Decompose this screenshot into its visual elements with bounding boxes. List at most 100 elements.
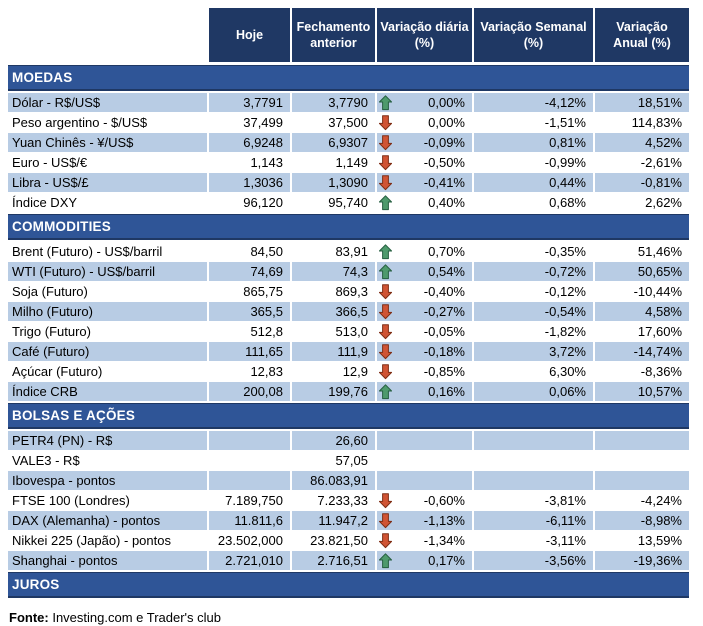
section-header: MOEDAS <box>8 65 689 91</box>
cell-fechamento-anterior: 23.821,50 <box>292 531 375 550</box>
row-label: WTI (Futuro) - US$/barril <box>8 262 207 281</box>
cell-hoje: 74,69 <box>209 262 290 281</box>
cell-hoje: 12,83 <box>209 362 290 381</box>
row-label: Café (Futuro) <box>8 342 207 361</box>
cell-variacao-semanal: -4,12% <box>474 93 593 112</box>
cell-variacao-semanal: 3,72% <box>474 342 593 361</box>
cell-variacao-diaria: 0,70% <box>377 242 472 261</box>
cell-hoje: 6,9248 <box>209 133 290 152</box>
table-header: Hoje Fechamento anterior Variação diária… <box>8 8 689 62</box>
row-label: Índice CRB <box>8 382 207 401</box>
daily-change-value: 0,54% <box>428 264 465 279</box>
cell-variacao-semanal: -0,12% <box>474 282 593 301</box>
cell-variacao-anual: -2,61% <box>595 153 689 172</box>
cell-hoje: 96,120 <box>209 193 290 212</box>
cell-variacao-diaria: -1,34% <box>377 531 472 550</box>
cell-variacao-diaria: -0,27% <box>377 302 472 321</box>
table-row: Ibovespa - pontos 86.083,91 <box>8 471 689 490</box>
cell-hoje: 865,75 <box>209 282 290 301</box>
cell-fechamento-anterior: 86.083,91 <box>292 471 375 490</box>
table-row: Índice CRB 200,08 199,76 0,16% 0,06% 10,… <box>8 382 689 401</box>
daily-change-value: -0,40% <box>423 284 465 299</box>
cell-hoje <box>209 431 290 450</box>
daily-change-value: -0,09% <box>423 135 465 150</box>
arrow-up-icon <box>379 94 393 111</box>
cell-variacao-diaria: -0,60% <box>377 491 472 510</box>
cell-variacao-anual: 18,51% <box>595 93 689 112</box>
daily-change-value: -0,27% <box>423 304 465 319</box>
cell-variacao-anual <box>595 431 689 450</box>
cell-variacao-semanal <box>474 471 593 490</box>
table-row: Soja (Futuro) 865,75 869,3 -0,40% -0,12%… <box>8 282 689 301</box>
cell-variacao-diaria <box>377 451 472 470</box>
section-header: COMMODITIES <box>8 214 689 240</box>
cell-hoje: 111,65 <box>209 342 290 361</box>
row-label: Euro - US$/€ <box>8 153 207 172</box>
cell-fechamento-anterior: 6,9307 <box>292 133 375 152</box>
cell-hoje: 365,5 <box>209 302 290 321</box>
row-label: Libra - US$/£ <box>8 173 207 192</box>
table-row: DAX (Alemanha) - pontos 11.811,6 11.947,… <box>8 511 689 530</box>
cell-variacao-semanal: -0,72% <box>474 262 593 281</box>
row-label: PETR4 (PN) - R$ <box>8 431 207 450</box>
cell-variacao-diaria: 0,17% <box>377 551 472 570</box>
cell-hoje: 23.502,000 <box>209 531 290 550</box>
cell-variacao-anual: -19,36% <box>595 551 689 570</box>
cell-variacao-anual: 10,57% <box>595 382 689 401</box>
cell-variacao-anual: 4,58% <box>595 302 689 321</box>
cell-variacao-semanal: 6,30% <box>474 362 593 381</box>
cell-variacao-diaria: -0,41% <box>377 173 472 192</box>
table-row: Café (Futuro) 111,65 111,9 -0,18% 3,72% … <box>8 342 689 361</box>
cell-variacao-anual: 17,60% <box>595 322 689 341</box>
row-label: Milho (Futuro) <box>8 302 207 321</box>
daily-change-value: 0,40% <box>428 195 465 210</box>
arrow-down-icon <box>379 532 393 549</box>
row-label: Peso argentino - $/US$ <box>8 113 207 132</box>
table-row: Açúcar (Futuro) 12,83 12,9 -0,85% 6,30% … <box>8 362 689 381</box>
cell-variacao-diaria <box>377 471 472 490</box>
arrow-up-icon <box>379 243 393 260</box>
cell-fechamento-anterior: 111,9 <box>292 342 375 361</box>
cell-variacao-semanal: 0,68% <box>474 193 593 212</box>
table-row: Peso argentino - $/US$ 37,499 37,500 0,0… <box>8 113 689 132</box>
cell-fechamento-anterior: 3,7790 <box>292 93 375 112</box>
row-label: Ibovespa - pontos <box>8 471 207 490</box>
daily-change-value: 0,17% <box>428 553 465 568</box>
cell-variacao-semanal: -0,99% <box>474 153 593 172</box>
table-row: VALE3 - R$ 57,05 <box>8 451 689 470</box>
section-header: BOLSAS E AÇÕES <box>8 403 689 429</box>
cell-variacao-anual: 13,59% <box>595 531 689 550</box>
daily-change-value: 0,00% <box>428 115 465 130</box>
cell-variacao-diaria: -0,09% <box>377 133 472 152</box>
arrow-up-icon <box>379 194 393 211</box>
cell-variacao-semanal <box>474 431 593 450</box>
table-row: Trigo (Futuro) 512,8 513,0 -0,05% -1,82%… <box>8 322 689 341</box>
table-row: Índice DXY 96,120 95,740 0,40% 0,68% 2,6… <box>8 193 689 212</box>
daily-change-value: -1,34% <box>423 533 465 548</box>
cell-fechamento-anterior: 513,0 <box>292 322 375 341</box>
cell-fechamento-anterior: 7.233,33 <box>292 491 375 510</box>
cell-variacao-diaria: -0,05% <box>377 322 472 341</box>
cell-variacao-anual: -8,36% <box>595 362 689 381</box>
row-label: DAX (Alemanha) - pontos <box>8 511 207 530</box>
table-row: FTSE 100 (Londres) 7.189,750 7.233,33 -0… <box>8 491 689 510</box>
row-label: Yuan Chinês - ¥/US$ <box>8 133 207 152</box>
cell-variacao-semanal: -3,11% <box>474 531 593 550</box>
row-label: Açúcar (Futuro) <box>8 362 207 381</box>
row-label: Índice DXY <box>8 193 207 212</box>
cell-variacao-anual <box>595 471 689 490</box>
cell-variacao-semanal: -6,11% <box>474 511 593 530</box>
cell-hoje: 2.721,010 <box>209 551 290 570</box>
arrow-down-icon <box>379 134 393 151</box>
header-variacao-semanal: Variação Semanal (%) <box>474 8 593 62</box>
cell-hoje: 1,3036 <box>209 173 290 192</box>
header-variacao-anual: Variação Anual (%) <box>595 8 689 62</box>
daily-change-value: 0,70% <box>428 244 465 259</box>
cell-variacao-semanal: -3,56% <box>474 551 593 570</box>
arrow-down-icon <box>379 114 393 131</box>
arrow-up-icon <box>379 383 393 400</box>
cell-variacao-semanal: -1,82% <box>474 322 593 341</box>
cell-fechamento-anterior: 26,60 <box>292 431 375 450</box>
cell-fechamento-anterior: 83,91 <box>292 242 375 261</box>
arrow-down-icon <box>379 283 393 300</box>
